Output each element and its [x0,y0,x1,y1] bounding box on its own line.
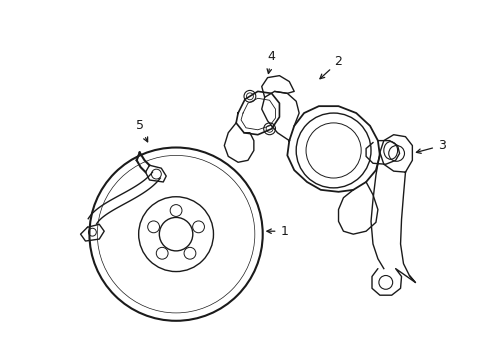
Text: 1: 1 [266,225,288,238]
Text: 4: 4 [266,50,275,73]
Text: 3: 3 [416,139,445,153]
Text: 2: 2 [319,55,342,79]
Text: 5: 5 [135,120,147,142]
